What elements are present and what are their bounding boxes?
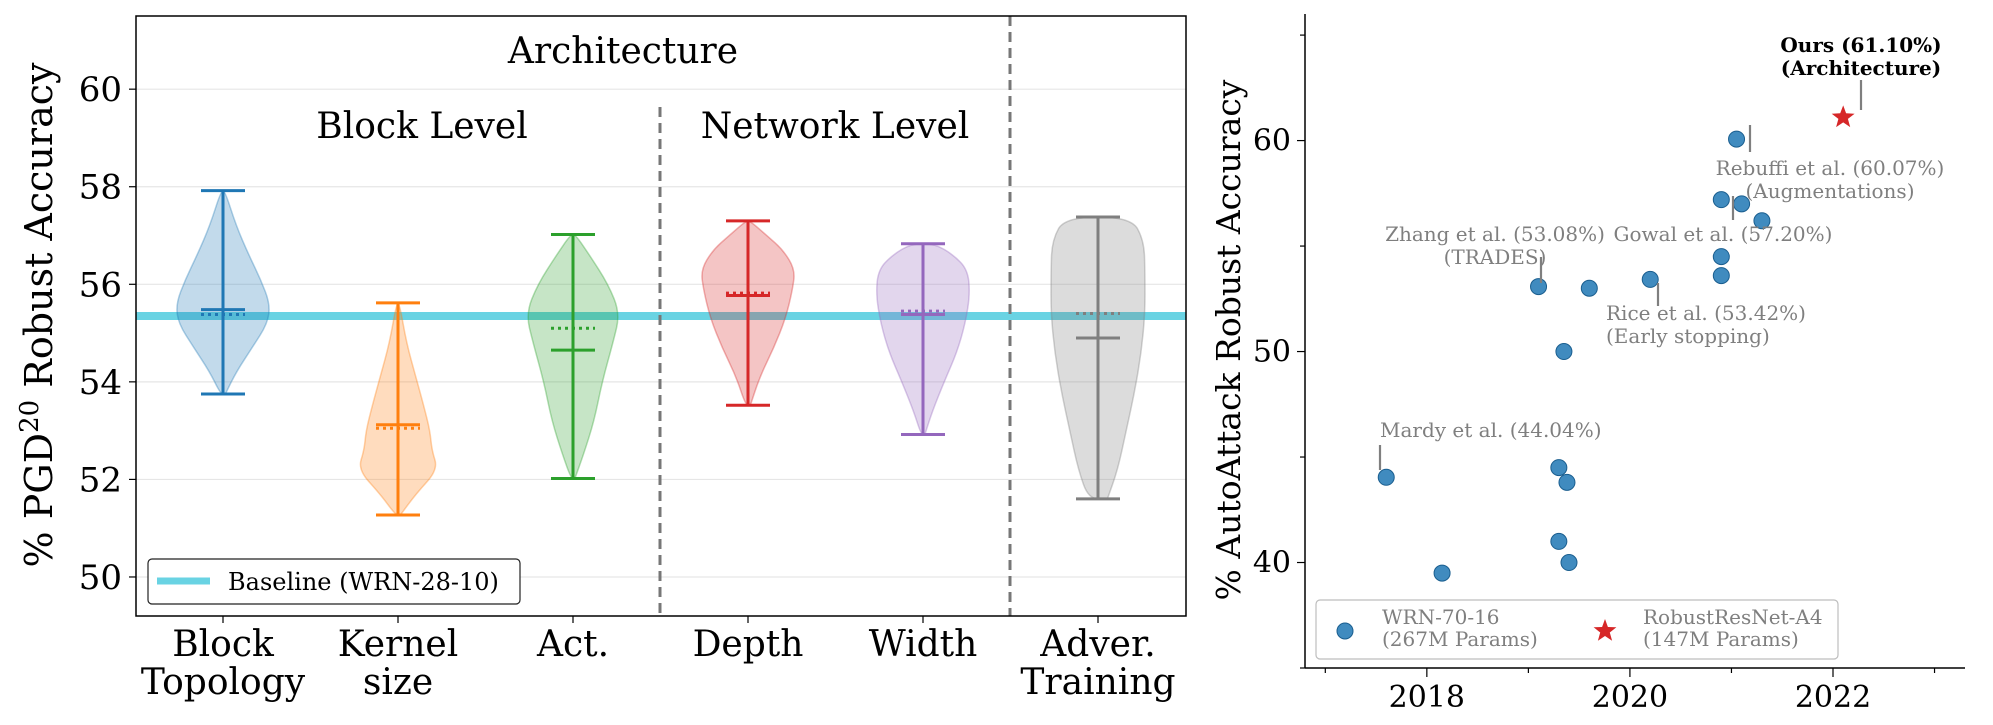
legend-box <box>1315 599 1839 660</box>
annotation-label: (Early stopping) <box>1606 324 1770 348</box>
y-tick-label: 58 <box>79 168 122 208</box>
wrn-data-point <box>1558 473 1576 491</box>
annotation-label: Rice et al. (53.42%) <box>1606 301 1806 325</box>
x-tick-label: Act. <box>536 624 609 665</box>
y-tick-label: 50 <box>1253 335 1291 370</box>
y-tick-label: 54 <box>79 363 122 403</box>
x-tick-label: Width <box>869 624 978 665</box>
legend-baseline-label: Baseline (WRN-28-10) <box>228 568 499 596</box>
annotation-label: Rebuffi et al. (60.07%) <box>1716 156 1945 180</box>
scatter-chart: 40 50 60 2018 2020 2022 % AutoAttack Robust Ac… <box>1209 14 1965 715</box>
y-tick-label: 50 <box>79 558 122 598</box>
group-title-network-level: Network Level <box>701 106 970 147</box>
wrn-data-point <box>1641 270 1659 288</box>
wrn-data-point <box>1377 468 1395 486</box>
annotation-label: Gowal et al. (57.20%) <box>1614 222 1833 246</box>
legend-robustresnet-label: (147M Params) <box>1643 627 1799 651</box>
annotation-label: (Architecture) <box>1781 56 1941 80</box>
legend-wrn-label: (267M Params) <box>1382 627 1538 651</box>
x-tick-label: 2022 <box>1795 680 1871 715</box>
x-tick-label: 2018 <box>1389 680 1465 715</box>
wrn-data-point <box>1580 279 1598 297</box>
annotation-label: Zhang et al. (53.08%) <box>1385 222 1605 246</box>
wrn-data-point <box>1753 212 1771 230</box>
x-tick-label: Block <box>172 624 275 665</box>
group-title-block-level: Block Level <box>316 106 527 147</box>
x-tick-label: Topology <box>141 662 306 703</box>
legend-box <box>147 558 521 605</box>
x-tick-label: Training <box>1020 662 1175 703</box>
robustresnet-star-point <box>1831 105 1855 128</box>
wrn-data-point <box>1712 191 1730 209</box>
legend-wrn-label: WRN-70-16 <box>1382 605 1500 629</box>
wrn-data-point <box>1550 532 1568 550</box>
x-tick-label: size <box>363 662 433 703</box>
plot-frame <box>135 15 1187 617</box>
group-title-architecture: Architecture <box>507 31 738 72</box>
legend-robustresnet-label: RobustResNet-A4 <box>1643 605 1823 629</box>
annotation-label: (Augmentations) <box>1746 179 1915 203</box>
annotation-label: (TRADES) <box>1444 245 1547 269</box>
y-tick-label: 56 <box>79 265 122 305</box>
wrn-data-point <box>1555 343 1573 361</box>
y-axis-label-sup: 20 <box>15 400 45 433</box>
x-tick-label: Kernel <box>338 624 458 665</box>
legend-robustresnet-marker <box>1593 619 1617 641</box>
wrn-data-point <box>1530 278 1548 296</box>
wrn-data-point <box>1433 564 1451 582</box>
y-axis-label-tail: Robust Accuracy <box>17 62 61 400</box>
y-tick-label: 60 <box>79 70 122 110</box>
x-tick-label: Depth <box>693 624 804 665</box>
y-axis-label-main: % PGD <box>17 433 61 568</box>
y-tick-label: 60 <box>1253 124 1291 159</box>
x-tick-label: Adver. <box>1039 624 1155 665</box>
wrn-data-point <box>1550 459 1568 477</box>
y-axis-label: % PGD20 Robust Accuracy <box>15 62 61 567</box>
annotation-label: Mardy et al. (44.04%) <box>1380 418 1602 442</box>
wrn-data-point <box>1560 554 1578 572</box>
y-tick-label: 40 <box>1253 546 1291 581</box>
wrn-data-point <box>1712 267 1730 285</box>
annotation-label: Ours (61.10%) <box>1780 33 1941 57</box>
y-tick-label: 52 <box>79 460 122 500</box>
wrn-data-point <box>1728 130 1746 148</box>
legend-wrn-marker <box>1336 622 1354 640</box>
y-axis-label: % AutoAttack Robust Accuracy <box>1209 79 1248 600</box>
x-tick-label: 2020 <box>1592 680 1668 715</box>
wrn-data-point <box>1712 248 1730 266</box>
